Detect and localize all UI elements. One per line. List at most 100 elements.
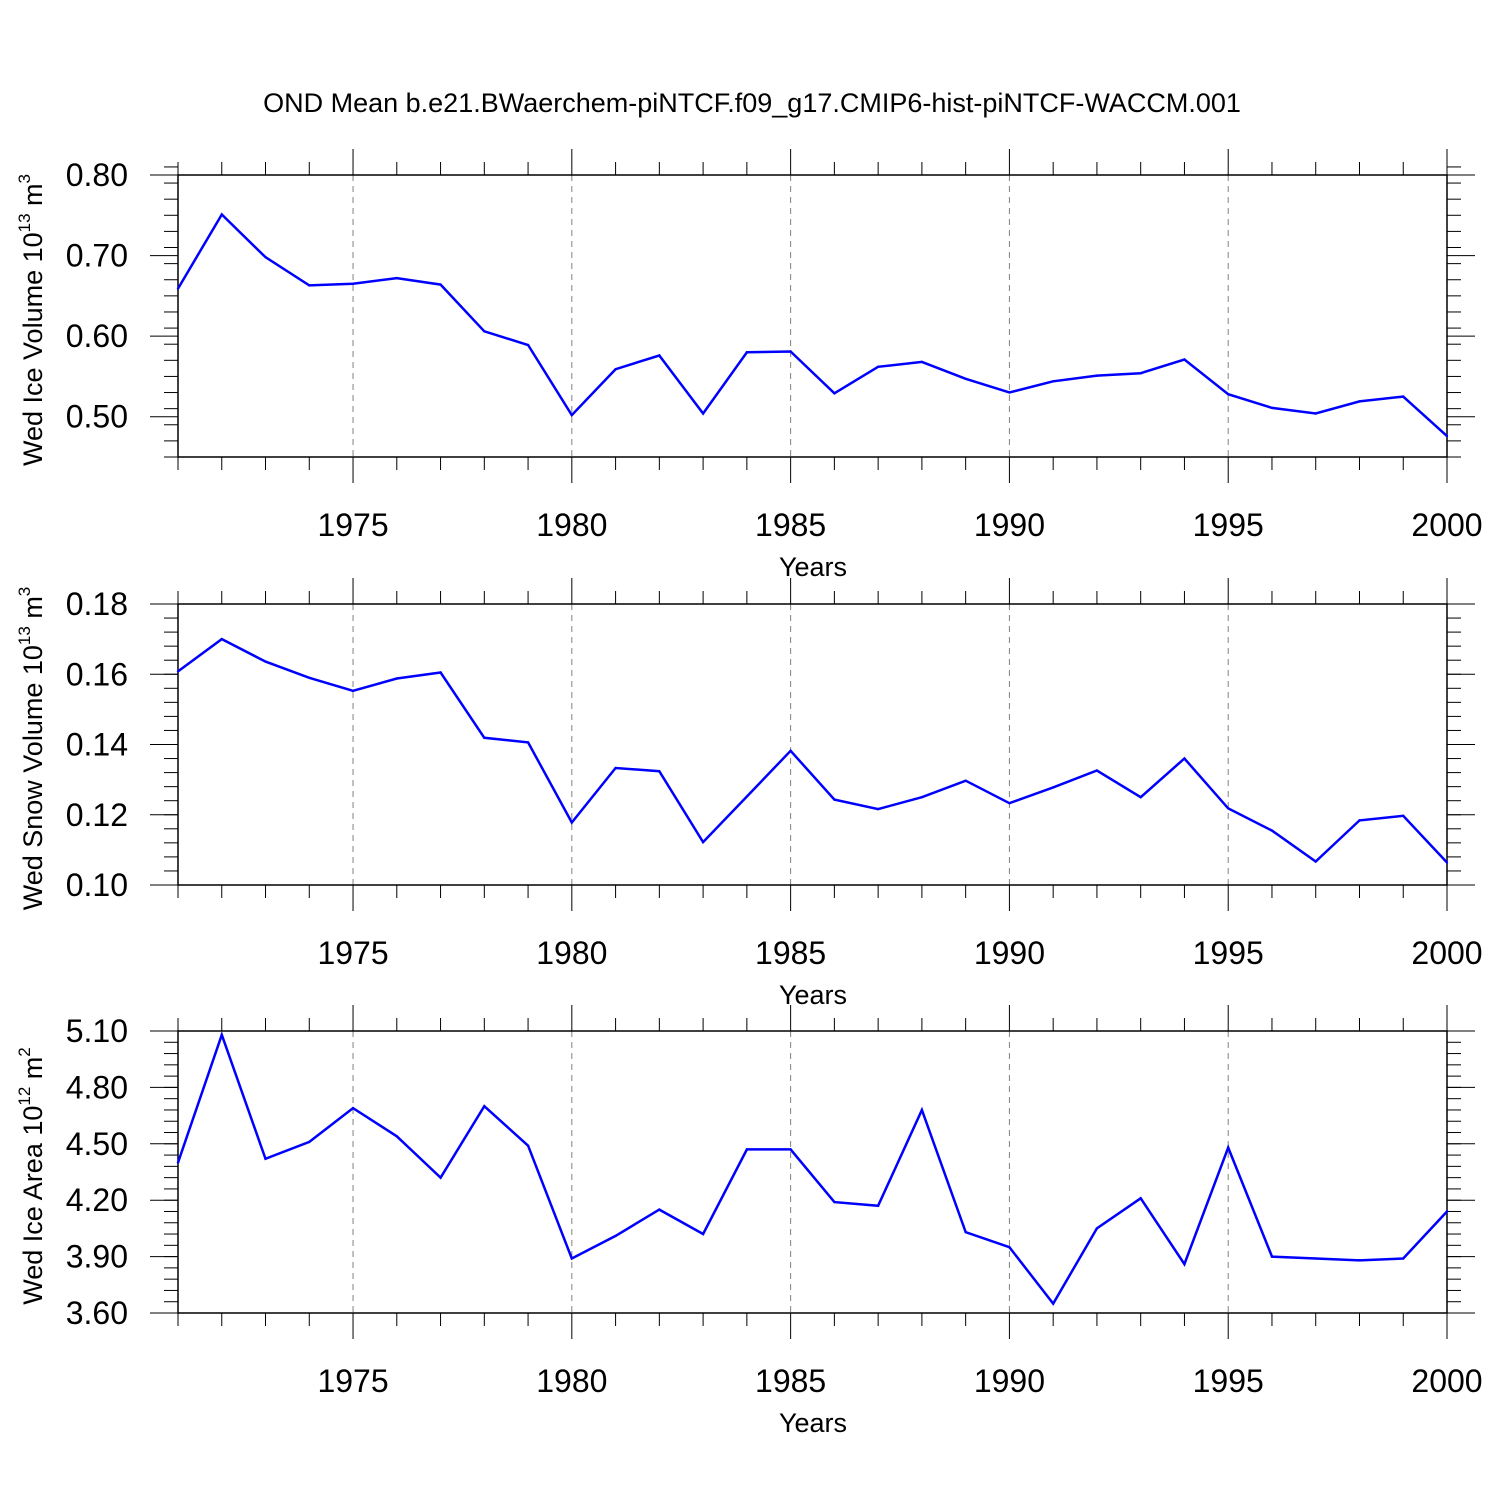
y-axis-label-superscript: 2	[15, 1047, 34, 1056]
data-point	[570, 821, 574, 824]
y-axis-label: Wed Ice Area 1012 m2	[15, 1047, 48, 1305]
data-point	[220, 637, 223, 641]
data-point	[1008, 801, 1011, 805]
data-point	[745, 1148, 749, 1151]
y-tick-label: 0.50	[66, 399, 128, 435]
series-line-wed-ice-area	[176, 1030, 1448, 1306]
y-tick-label: 0.14	[66, 727, 128, 763]
y-axis-label-superscript: 12	[15, 1087, 34, 1106]
y-axis-label-part: Wed Ice Volume 10	[18, 232, 48, 466]
y-axis-label-superscript: 13	[15, 213, 34, 232]
data-point	[264, 1157, 267, 1161]
data-point	[1051, 380, 1055, 383]
y-tick-label: 0.60	[66, 318, 128, 354]
plot-frame	[177, 1030, 1448, 1314]
data-point	[1314, 860, 1317, 863]
plot-frame	[177, 174, 1448, 458]
data-point	[526, 343, 530, 347]
data-point	[833, 392, 836, 395]
data-point	[1445, 434, 1449, 438]
x-tick-label: 2000	[1411, 935, 1482, 971]
data-point	[1358, 400, 1361, 403]
x-tick-label: 1990	[974, 1363, 1045, 1399]
y-axis-label-superscript: 3	[15, 587, 34, 596]
data-point	[308, 1140, 311, 1144]
panel-3: 3.60 3.90 4.20 4.50 4.80 5.10 1975 1980 1985 1990…	[15, 1005, 1483, 1438]
data-point	[1183, 1262, 1186, 1266]
y-tick-label: 0.16	[66, 656, 128, 692]
y-tick-label: 0.18	[66, 586, 128, 622]
x-tick-label: 1990	[974, 935, 1045, 971]
data-point	[745, 795, 749, 798]
data-point	[658, 769, 661, 773]
data-point	[1358, 1259, 1361, 1262]
data-point	[1008, 391, 1011, 394]
data-point	[1051, 786, 1055, 789]
data-point	[1051, 1302, 1055, 1305]
data-point	[1270, 829, 1274, 832]
data-point	[483, 1105, 486, 1108]
series-line-wed-snow-volume	[177, 637, 1448, 864]
data-point	[176, 287, 180, 290]
data-point	[1095, 374, 1099, 377]
data-point	[439, 1176, 442, 1179]
data-point	[745, 351, 749, 354]
data-point	[264, 660, 267, 663]
data-point	[876, 365, 880, 368]
data-point	[220, 213, 223, 216]
y-tick-label: 0.70	[66, 238, 128, 274]
data-point	[964, 779, 967, 782]
data-point	[1227, 807, 1230, 810]
y-axis-label: Wed Ice Volume 1013 m3	[15, 174, 48, 466]
x-tick-label: 1980	[536, 935, 607, 971]
data-point	[483, 330, 486, 333]
data-point	[1402, 1257, 1405, 1260]
x-axis-label: Years	[779, 980, 847, 1010]
y-tick-label: 0.12	[66, 797, 128, 833]
data-point	[876, 1204, 880, 1208]
x-axis-label: Years	[779, 552, 847, 582]
data-point	[176, 670, 180, 673]
data-point	[439, 671, 442, 674]
data-point	[701, 1232, 705, 1236]
data-point	[614, 367, 617, 371]
x-tick-label: 1985	[755, 507, 826, 543]
data-point	[1445, 861, 1449, 864]
y-tick-label: 4.80	[66, 1069, 128, 1105]
data-point	[789, 350, 792, 353]
data-point	[1183, 757, 1186, 760]
data-point	[920, 795, 924, 799]
panel-1: 0.50 0.60 0.70 0.80 1975 1980 1985 1990 1995 2000…	[15, 149, 1483, 582]
x-tick-label: 1980	[536, 507, 607, 543]
x-tick-label: 1990	[974, 507, 1045, 543]
data-point	[1227, 1146, 1230, 1149]
data-point	[789, 749, 792, 753]
data-point	[876, 807, 880, 811]
x-tick-label: 2000	[1411, 1363, 1482, 1399]
data-point	[220, 1033, 223, 1036]
data-point	[176, 1161, 180, 1164]
y-tick-label: 0.10	[66, 867, 128, 903]
chart-title: OND Mean b.e21.BWaerchem-piNTCF.f09_g17.…	[263, 88, 1241, 118]
data-point	[1402, 814, 1405, 818]
data-point	[395, 677, 398, 680]
data-point	[1358, 819, 1361, 822]
data-point	[1139, 1197, 1142, 1200]
data-point	[308, 676, 311, 679]
data-point	[614, 1234, 617, 1238]
x-tick-label: 1975	[317, 507, 388, 543]
data-point	[439, 283, 442, 286]
data-point	[920, 1108, 924, 1112]
x-tick-label: 1975	[317, 1363, 388, 1399]
data-point	[1008, 1246, 1011, 1249]
x-tick-label: 1985	[755, 935, 826, 971]
y-axis-label-part: m	[18, 1057, 48, 1087]
data-point	[1139, 372, 1142, 375]
data-point	[1314, 412, 1317, 415]
data-point	[1227, 392, 1230, 396]
y-tick-label: 3.90	[66, 1239, 128, 1275]
data-point	[1270, 1255, 1274, 1258]
x-tick-label: 1995	[1193, 1363, 1264, 1399]
